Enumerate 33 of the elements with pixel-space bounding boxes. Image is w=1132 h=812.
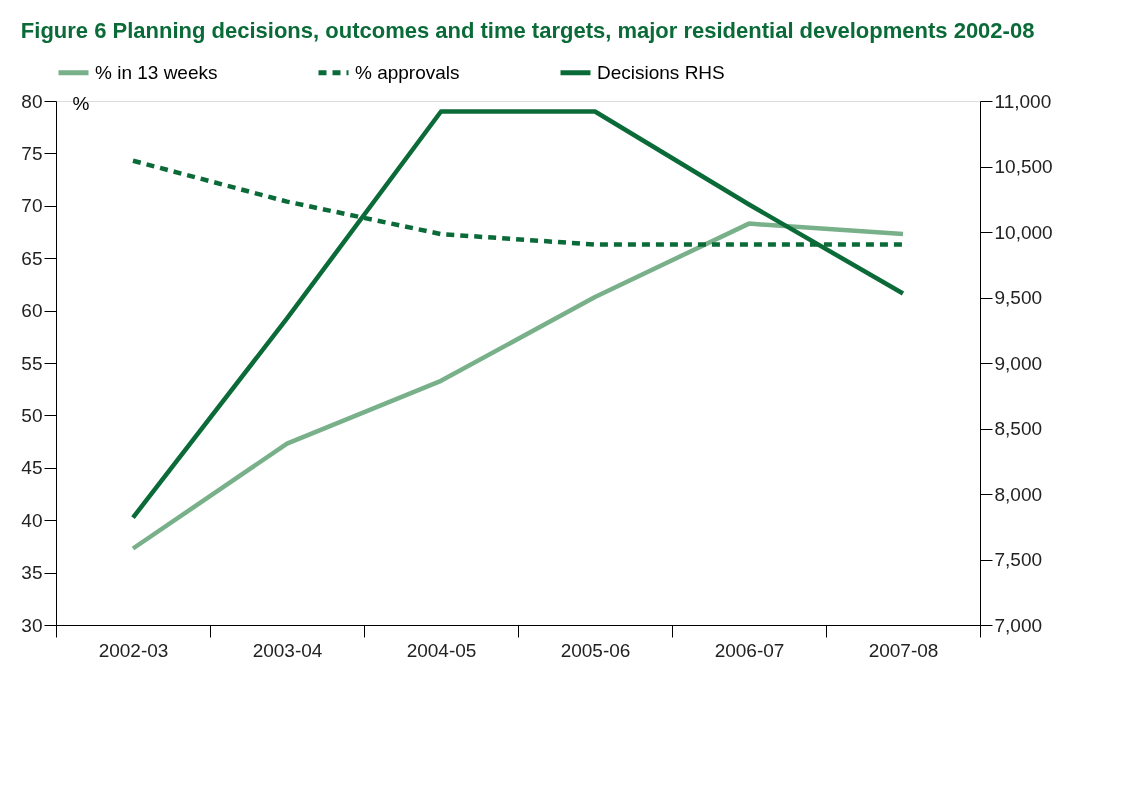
x-tick-label: 2002-03 [98, 639, 169, 661]
y2-tick-label: 7,500 [994, 549, 1043, 570]
y2-tick-label: 9,500 [994, 287, 1043, 308]
y2-tick-label: 8,000 [994, 483, 1043, 505]
x-tick-label: 2007-08 [868, 639, 939, 661]
y2-tick-label: 9,000 [994, 352, 1043, 374]
y-tick-label: 40 [21, 509, 43, 531]
y2-tick-label: 7,000 [994, 614, 1043, 636]
legend-label: % in 13 weeks [95, 61, 218, 83]
y-tick-label: 65 [21, 247, 43, 269]
y2-tick-label: 11,000 [994, 90, 1052, 112]
chart-title: Figure 6 Planning decisions, outcomes and time targets, major residential developments 2002-08 [20, 18, 1035, 43]
y-tick-label: 80 [21, 90, 43, 112]
y-tick-label: 70 [21, 195, 43, 217]
y2-tick-label: 10,000 [994, 221, 1053, 243]
y-tick-label: 60 [21, 300, 43, 322]
x-tick-label: 2004-05 [406, 639, 477, 661]
x-tick-label: 2003-04 [252, 639, 323, 661]
y-tick-label: 50 [21, 404, 43, 426]
y2-tick-label: 8,500 [994, 418, 1043, 439]
line-series [130, 221, 906, 551]
line-series [130, 109, 906, 520]
y-tick-label: 55 [21, 352, 43, 374]
y-axis-title: % [72, 92, 90, 114]
y-tick-label: 45 [21, 457, 43, 479]
y-tick-label: 75 [21, 142, 43, 164]
y-tick-label: 35 [21, 562, 43, 584]
legend-label: Decisions RHS [597, 61, 725, 83]
y-tick-label: 30 [21, 614, 43, 636]
x-tick-label: 2005-06 [560, 639, 631, 661]
y2-tick-label: 10,500 [994, 156, 1053, 177]
legend-label: % approvals [355, 61, 460, 83]
x-tick-label: 2006-07 [714, 639, 785, 661]
